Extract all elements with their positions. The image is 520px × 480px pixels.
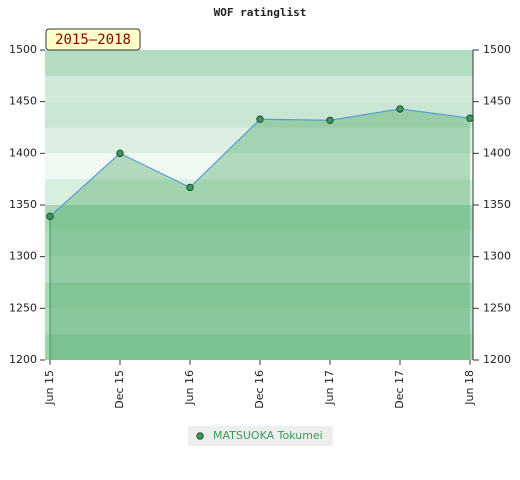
y-tick-label: 1200: [9, 353, 37, 366]
marker: [186, 183, 194, 192]
y-tick-label: 1450: [9, 95, 37, 108]
band: [45, 153, 473, 180]
x-tick-label: Jun 15: [43, 370, 56, 406]
y2-tick-label: 1350: [483, 198, 511, 211]
band: [45, 75, 473, 102]
x-tick-label: Dec 16: [253, 370, 266, 409]
y2-tick-label: 1500: [483, 43, 511, 56]
y-tick-label: 1250: [9, 301, 37, 314]
marker: [326, 116, 334, 124]
x-tick-label: Dec 15: [113, 370, 126, 409]
legend-marker: [196, 432, 204, 440]
period-label: 2015–2018: [55, 32, 131, 48]
period-box: [45, 28, 141, 51]
legend-label: MATSUOKA Tokumei: [213, 429, 323, 442]
legend-box: [188, 426, 333, 446]
band: [45, 282, 473, 309]
area-fill: [50, 108, 470, 361]
x-tick-label: Jun 16: [183, 370, 196, 406]
y-tick-label: 1400: [9, 146, 37, 159]
y-tick-label: 1500: [9, 43, 37, 56]
marker: [396, 105, 404, 113]
band: [45, 179, 473, 205]
marker: [116, 149, 124, 158]
y-tick-label: 1300: [9, 250, 37, 263]
marker: [466, 114, 474, 122]
band: [45, 230, 473, 257]
plot-area: [45, 50, 473, 361]
band: [45, 256, 473, 283]
chart-title: WOF ratinglist: [214, 6, 307, 19]
y-tick-label: 1350: [9, 198, 37, 211]
band: [45, 205, 473, 231]
band: [45, 334, 473, 360]
y2-tick-label: 1450: [483, 95, 511, 108]
y2-tick-label: 1400: [483, 146, 511, 159]
y2-tick-label: 1250: [483, 301, 511, 314]
band: [45, 308, 473, 335]
band: [45, 50, 473, 76]
x-tick-label: Dec 17: [393, 370, 406, 409]
y2-tick-label: 1200: [483, 353, 511, 366]
x-tick-label: Jun 17: [323, 370, 336, 406]
y2-tick-label: 1300: [483, 250, 511, 263]
marker: [256, 115, 264, 123]
band: [45, 127, 473, 154]
x-tick-label: Jun 18: [463, 370, 476, 406]
marker: [46, 212, 54, 221]
